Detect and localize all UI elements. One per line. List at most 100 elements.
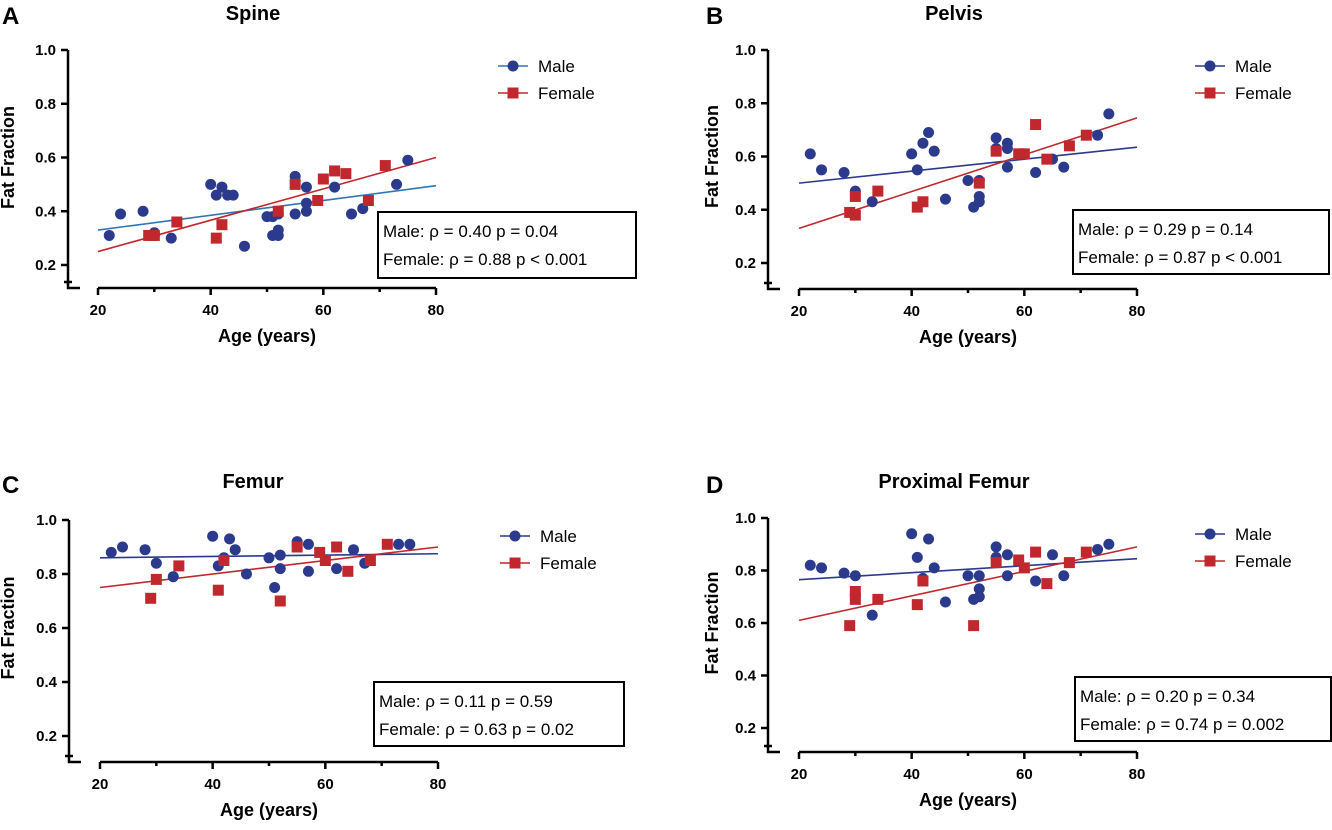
y-tick-label: 0.4 (735, 202, 757, 219)
female-point (844, 206, 856, 218)
y-tick-label: 0.4 (36, 674, 58, 691)
male-point (227, 189, 239, 201)
male-point (263, 552, 275, 564)
male-point (1092, 129, 1104, 141)
male-point (973, 591, 985, 603)
legend-marker (1204, 555, 1216, 567)
female-point (216, 219, 228, 231)
chart-title: Spine (226, 3, 280, 25)
stats-line: Female: ρ = 0.88 p < 0.001 (383, 250, 587, 269)
male-point (393, 538, 405, 550)
female-point (212, 584, 224, 596)
x-tick-label: 40 (202, 302, 219, 319)
y-tick-label: 1.0 (35, 42, 56, 59)
male-point (404, 538, 416, 550)
male-point (816, 562, 828, 574)
male-point (849, 570, 861, 582)
female-point (1030, 546, 1042, 558)
female-point (1063, 557, 1075, 569)
legend-label: Male (1235, 57, 1272, 76)
female-point (849, 190, 861, 202)
axis-break (764, 281, 780, 291)
female-point (329, 165, 341, 177)
legend-marker (1204, 87, 1216, 99)
stats-box (377, 211, 637, 279)
male-point (804, 559, 816, 571)
y-tick-label: 0.8 (735, 95, 756, 112)
stats-line: Female: ρ = 0.63 p = 0.02 (379, 720, 574, 739)
male-point (300, 181, 312, 193)
male-point (939, 193, 951, 205)
female-point (319, 555, 331, 566)
female-point (872, 593, 884, 605)
male-point (1030, 166, 1042, 178)
male-point (906, 148, 918, 160)
female-point (148, 229, 160, 241)
male-point (1058, 570, 1070, 582)
legend-marker (509, 530, 521, 542)
female-fit-line (798, 546, 1138, 622)
stats-box (373, 681, 625, 747)
female-point (173, 560, 185, 572)
legend-label: Female (1235, 84, 1292, 103)
male-point (939, 596, 951, 608)
male-point (804, 148, 816, 160)
axis-break (65, 754, 81, 764)
male-point (838, 166, 850, 178)
legend-marker (1204, 60, 1216, 72)
male-point (866, 196, 878, 208)
y-tick-label: 0.4 (35, 203, 57, 220)
male-point (300, 205, 312, 217)
male-point (973, 190, 985, 202)
male-point (906, 528, 918, 540)
y-tick-label: 1.0 (735, 510, 756, 527)
male-point (1103, 538, 1115, 550)
legend-label: Female (538, 84, 595, 103)
y-axis-label: Fat Fraction (0, 576, 18, 679)
female-point (150, 573, 162, 585)
x-tick-label: 20 (791, 766, 808, 783)
male-point (300, 197, 312, 209)
x-tick-label: 60 (315, 302, 332, 319)
female-point (218, 555, 230, 566)
x-tick-label: 20 (90, 302, 107, 319)
female-point (990, 557, 1002, 569)
y-tick-label: 0.6 (36, 620, 57, 637)
female-point (1018, 148, 1030, 160)
y-tick-label: 1.0 (735, 42, 756, 59)
male-point (216, 181, 228, 193)
female-point (1041, 153, 1053, 165)
female-point (1080, 546, 1092, 558)
female-point (145, 592, 157, 604)
male-point (866, 609, 878, 621)
male-point (105, 546, 117, 558)
y-tick-label: 0.8 (35, 96, 56, 113)
legend-label: Female (540, 554, 597, 573)
legend-marker (507, 87, 519, 99)
female-point (911, 599, 923, 611)
stats-line: Female: ρ = 0.74 p = 0.002 (1080, 715, 1284, 734)
male-point (923, 533, 935, 545)
axis-break (64, 280, 80, 290)
male-point (1030, 575, 1042, 587)
male-point (348, 544, 359, 556)
male-point (117, 541, 129, 553)
stats-line: Male: ρ = 0.40 p = 0.04 (383, 222, 558, 241)
male-point (302, 538, 314, 550)
male-point (269, 582, 281, 593)
male-point (137, 205, 149, 217)
x-axis-label: Age (years) (218, 326, 316, 346)
x-axis-label: Age (years) (220, 800, 318, 820)
female-point (1030, 119, 1042, 131)
panel-letter: A (2, 3, 19, 30)
male-point (302, 565, 314, 577)
legend-marker (507, 60, 519, 72)
male-point (103, 229, 115, 241)
female-point (340, 168, 352, 180)
x-tick-label: 40 (903, 303, 920, 320)
axis-break (764, 744, 780, 754)
male-point (962, 174, 974, 186)
panel-c: C Femur 0.2 0.4 0.6 0.8 1.0 20 40 60 80 Age (years)… (0, 471, 625, 820)
x-tick-label: 60 (317, 776, 334, 793)
y-axis-label: Fat Fraction (702, 105, 722, 208)
